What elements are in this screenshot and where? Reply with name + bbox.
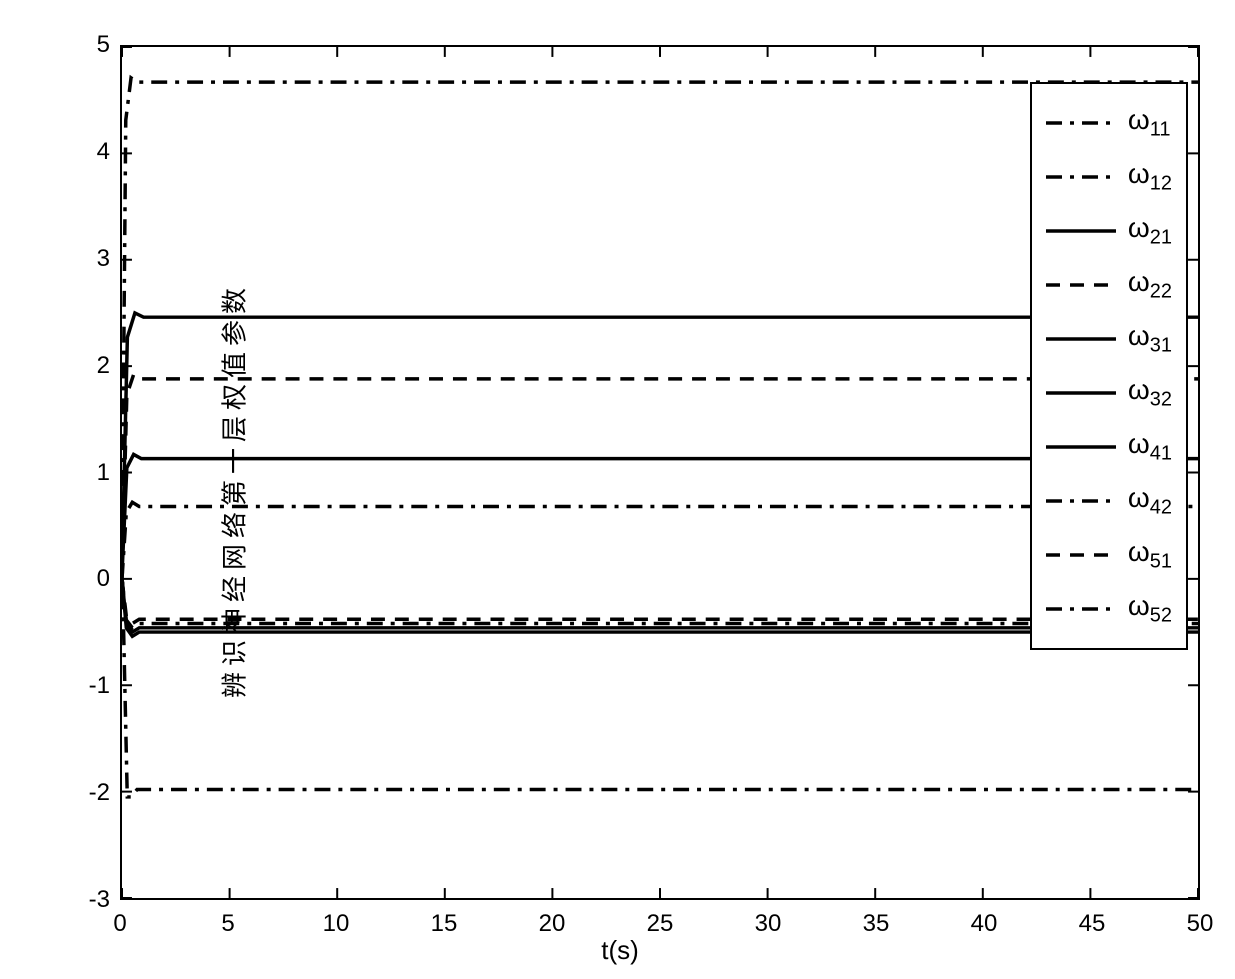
legend-row-w12: ω12 <box>1046 150 1172 204</box>
legend-swatch <box>1046 329 1116 349</box>
x-tick-label: 30 <box>755 910 782 938</box>
legend-swatch <box>1046 167 1116 187</box>
x-tick-label: 35 <box>863 910 890 938</box>
legend-swatch <box>1046 599 1116 619</box>
legend-row-w21: ω21 <box>1046 204 1172 258</box>
legend-swatch <box>1046 545 1116 565</box>
x-axis-label: t(s) <box>80 935 1160 966</box>
legend-swatch <box>1046 275 1116 295</box>
x-tick-label: 0 <box>113 910 126 938</box>
x-tick-label: 25 <box>647 910 674 938</box>
x-tick-label: 10 <box>323 910 350 938</box>
legend-label: ω32 <box>1128 374 1172 412</box>
legend-row-w42: ω42 <box>1046 474 1172 528</box>
legend-label: ω42 <box>1128 482 1172 520</box>
legend-row-w11: ω11 <box>1046 96 1172 150</box>
x-tick-label: 50 <box>1187 910 1214 938</box>
legend-label: ω11 <box>1128 104 1171 142</box>
plot-area: ω11 ω12 ω21 ω22 ω31 ω32 ω41 ω42 ω51 ω52 <box>120 45 1200 900</box>
legend-row-w22: ω22 <box>1046 258 1172 312</box>
legend-row-w32: ω32 <box>1046 366 1172 420</box>
legend-label: ω41 <box>1128 428 1172 466</box>
x-tick-label: 20 <box>539 910 566 938</box>
y-tick-label: -3 <box>50 886 110 914</box>
y-tick-label: 2 <box>50 352 110 380</box>
y-tick-label: 0 <box>50 565 110 593</box>
y-tick-label: -2 <box>50 779 110 807</box>
y-tick-label: 4 <box>50 138 110 166</box>
y-tick-label: -1 <box>50 672 110 700</box>
legend-row-w52: ω52 <box>1046 582 1172 636</box>
x-tick-label: 5 <box>221 910 234 938</box>
legend-label: ω52 <box>1128 590 1172 628</box>
legend-label: ω12 <box>1128 158 1172 196</box>
legend-swatch <box>1046 221 1116 241</box>
legend-swatch <box>1046 383 1116 403</box>
legend-label: ω31 <box>1128 320 1172 358</box>
legend-box: ω11 ω12 ω21 ω22 ω31 ω32 ω41 ω42 ω51 ω52 <box>1030 82 1188 650</box>
y-tick-label: 3 <box>50 245 110 273</box>
x-tick-label: 15 <box>431 910 458 938</box>
legend-label: ω51 <box>1128 536 1172 574</box>
y-tick-label: 1 <box>50 459 110 487</box>
x-tick-label: 40 <box>971 910 998 938</box>
legend-swatch <box>1046 437 1116 457</box>
legend-row-w51: ω51 <box>1046 528 1172 582</box>
chart-container: ω11ω12ω21ω22ω31ω32ω41ω42ω51ω52 t(s) 辨识神经… <box>30 20 1210 960</box>
legend-swatch <box>1046 113 1116 133</box>
legend-label: ω21 <box>1128 212 1172 250</box>
legend-label: ω22 <box>1128 266 1172 304</box>
legend-row-w31: ω31 <box>1046 312 1172 366</box>
legend-swatch <box>1046 491 1116 511</box>
y-tick-label: 5 <box>50 31 110 59</box>
x-tick-label: 45 <box>1079 910 1106 938</box>
y-axis-label: 辨识神经网络第一层权值参数 <box>215 282 252 698</box>
legend-row-w41: ω41 <box>1046 420 1172 474</box>
